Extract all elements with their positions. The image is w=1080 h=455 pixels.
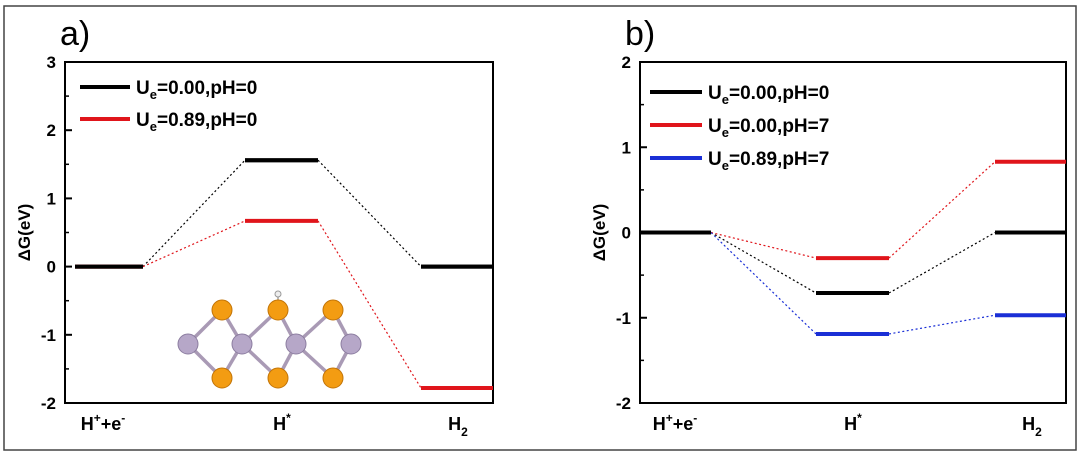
x-category-label: H* <box>844 411 862 434</box>
connector-line <box>142 159 246 268</box>
panel-b: b)2 1 0 -1 -2 ΔG(eV) H++e- H* H2 Ue=0.00,pH=0 Ue=0… <box>590 15 1067 439</box>
legend-label: Ue=0.00,pH=0 <box>708 83 829 107</box>
connector-line <box>710 232 817 335</box>
sulfur-atom <box>211 367 233 389</box>
connector-line <box>317 159 422 268</box>
molybdenum-atom <box>231 333 253 355</box>
x-category-label: H++e- <box>81 411 126 434</box>
y-tick-label: 1 <box>622 138 631 157</box>
y-axis-label: ΔG(eV) <box>15 204 34 262</box>
y-tick-label: 0 <box>47 258 56 277</box>
x-category-label: H2 <box>448 414 468 439</box>
plot-frame <box>64 61 494 404</box>
panel-label: a) <box>60 15 90 53</box>
connector-line <box>888 231 996 294</box>
y-tick-label: 2 <box>622 53 631 72</box>
y-tick-label: -2 <box>41 394 56 413</box>
outer-frame <box>3 5 1077 451</box>
y-tick-label: 3 <box>47 53 56 72</box>
mos2-structure-inset <box>177 290 362 389</box>
legend-label: Ue=0.89,pH=0 <box>136 110 257 134</box>
y-tick-label: -1 <box>41 326 56 345</box>
molybdenum-atom <box>285 333 307 355</box>
molybdenum-atom <box>177 333 199 355</box>
sulfur-atom <box>267 299 289 321</box>
sulfur-atom <box>211 299 233 321</box>
connector-line <box>317 220 422 389</box>
legend-label: Ue=0.00,pH=7 <box>708 116 829 140</box>
sulfur-atom <box>267 367 289 389</box>
panel-a: a)3 2 1 0 -1 -2 ΔG(eV) H++e- H* H2 Ue=0.00,pH=0 Ue=… <box>15 15 494 439</box>
sulfur-atom <box>322 299 344 321</box>
y-tick-label: -1 <box>616 309 631 328</box>
sulfur-atom <box>322 367 344 389</box>
x-category-label: H++e- <box>653 411 698 434</box>
panel-label: b) <box>625 15 655 53</box>
y-tick-label: 0 <box>622 224 631 243</box>
x-category-label: H2 <box>1022 414 1042 439</box>
legend-label: Ue=0.89,pH=7 <box>708 149 829 173</box>
connector-line <box>888 161 996 259</box>
molybdenum-atom <box>340 333 362 355</box>
y-axis-label: ΔG(eV) <box>590 204 609 262</box>
connector-line <box>710 231 817 294</box>
y-tick-label: -2 <box>616 394 631 413</box>
x-category-label: H* <box>273 411 291 434</box>
hydrogen-atom <box>274 290 282 298</box>
connector-line <box>888 314 996 335</box>
connector-line <box>710 231 817 259</box>
y-tick-label: 1 <box>47 189 56 208</box>
legend-label: Ue=0.00,pH=0 <box>136 78 257 102</box>
connector-line <box>142 220 246 268</box>
y-tick-label: 2 <box>47 121 56 140</box>
